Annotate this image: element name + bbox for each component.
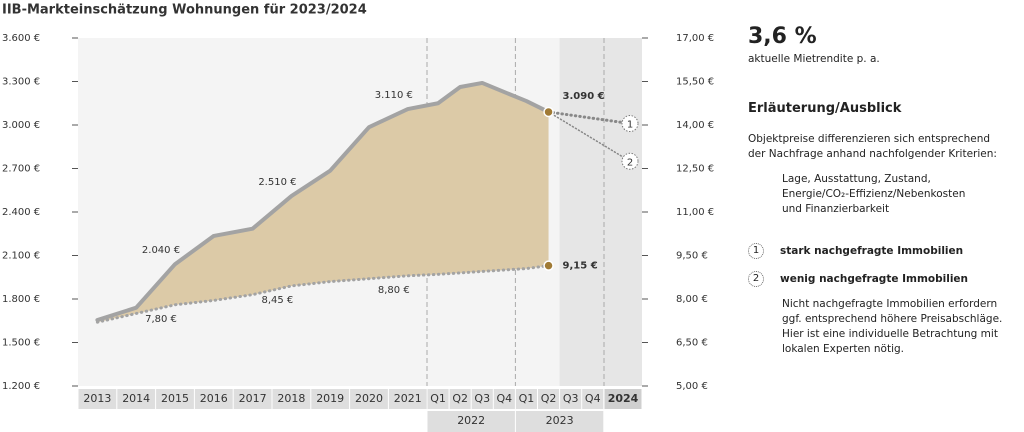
- x-cell: [233, 389, 272, 409]
- x-cell: [582, 389, 604, 409]
- x-cell: [117, 389, 156, 409]
- value-label: 3.090 €: [563, 91, 605, 102]
- forecast-label: 1: [627, 120, 633, 131]
- legend-num: 1: [748, 243, 764, 259]
- x-tick-label: 2014: [122, 392, 150, 405]
- criterion: und Finanzierbarkeit: [782, 203, 890, 215]
- forecast-marker: [621, 115, 639, 133]
- value-label: 7,80 €: [145, 314, 177, 325]
- y2-tick-label: 14,00 €: [676, 120, 714, 131]
- y-tick-label: 3.600 €: [2, 33, 40, 44]
- y-tick-label: 3.000 €: [2, 120, 40, 131]
- x-tick-label: Q3: [474, 392, 490, 405]
- value-label: 3.110 €: [375, 90, 413, 101]
- chart-title: IIB-Markteinschätzung Wohnungen für 2023…: [2, 3, 367, 18]
- x-cell: [515, 389, 537, 409]
- criteria: Lage, Ausstattung, Zustand, Energie/CO₂-…: [748, 172, 1010, 217]
- forecast-marker: [621, 152, 639, 170]
- x-cell: [311, 389, 350, 409]
- x-tick-label: 2016: [200, 392, 228, 405]
- value-label: 8,80 €: [378, 285, 410, 296]
- y-tick-label: 2.400 €: [2, 207, 40, 218]
- y-tick-label: 2.100 €: [2, 251, 40, 262]
- x-cell: [604, 389, 642, 409]
- y2-tick-label: 15,50 €: [676, 77, 714, 88]
- y2-tick-label: 17,00 €: [676, 33, 714, 44]
- y-tick-label: 3.300 €: [2, 77, 40, 88]
- x-tick-label: 2015: [161, 392, 189, 405]
- x-tick-label: 2021: [394, 392, 422, 405]
- x-tick-label: Q4: [585, 392, 601, 405]
- area-fill: [97, 82, 549, 323]
- note: Nicht nachgefragte Immobilien erfordern …: [782, 298, 1003, 355]
- x-tick-label: 2013: [83, 392, 111, 405]
- x-tick-label: Q1: [519, 392, 535, 405]
- x-tick-label: Q2: [541, 392, 557, 405]
- x-cell: [471, 389, 493, 409]
- x-tick-label: Q4: [497, 392, 513, 405]
- intro: Objektpreise differenzieren sich entspre…: [748, 133, 997, 160]
- heading: Erläuterung/Ausblick: [748, 101, 902, 116]
- value-label: 2.040 €: [142, 245, 180, 256]
- x-cell: [560, 389, 582, 409]
- y-tick-label: 1.800 €: [2, 294, 40, 305]
- x-cell: [156, 389, 194, 409]
- legend-text: stark nachgefragte Immobilien: [780, 244, 964, 257]
- series-line: [95, 80, 551, 323]
- forecast-line: [547, 110, 632, 126]
- criterion: Energie/CO₂-Effizienz/Nebenkosten: [782, 188, 966, 200]
- x-tick-label: Q2: [452, 392, 468, 405]
- x-tick-label: 2024: [608, 392, 639, 405]
- forecast-label: 2: [627, 157, 633, 168]
- kpi: 3,6 %: [748, 24, 817, 49]
- x-cell: [449, 389, 471, 409]
- y2-tick-label: 8,00 €: [676, 294, 708, 305]
- info-panel: 3,6 % aktuelle Mietrendite p. a. Erläute…: [748, 22, 1010, 357]
- y-tick-label: 1.200 €: [2, 381, 40, 392]
- x-cell: [194, 389, 233, 409]
- x-group-label: 2022: [457, 414, 485, 427]
- y2-tick-label: 5,00 €: [676, 381, 708, 392]
- x-tick-label: Q1: [430, 392, 446, 405]
- y2-tick-label: 11,00 €: [676, 207, 714, 218]
- point: [543, 260, 554, 271]
- x-cell: [272, 389, 311, 409]
- kpi-label: aktuelle Mietrendite p. a.: [748, 53, 880, 65]
- x-cell: [427, 389, 449, 409]
- legend-text: wenig nachgefragte Immobilien: [780, 272, 969, 285]
- value-label: 2.510 €: [258, 177, 296, 188]
- y2-tick-label: 9,50 €: [676, 251, 708, 262]
- y2-tick-label: 6,50 €: [676, 338, 708, 349]
- x-cell: [350, 389, 388, 409]
- y2-tick-label: 12,50 €: [676, 164, 714, 175]
- legend-num: 2: [748, 271, 764, 287]
- x-cell: [538, 389, 560, 409]
- y-tick-label: 1.500 €: [2, 338, 40, 349]
- x-group: [427, 411, 515, 432]
- forecast-bg: [559, 38, 642, 386]
- x-tick-label: 2019: [316, 392, 344, 405]
- value-label: 8,45 €: [261, 295, 293, 306]
- point: [543, 106, 554, 118]
- y-tick-label: 2.700 €: [2, 164, 40, 175]
- x-cell: [493, 389, 515, 409]
- series-line: [95, 264, 551, 324]
- criterion: Lage, Ausstattung, Zustand,: [782, 173, 931, 185]
- legend-item: 1 stark nachgefragte Immobilien: [748, 243, 1010, 259]
- x-tick-label: Q3: [563, 392, 579, 405]
- x-tick-label: 2020: [355, 392, 383, 405]
- value-label: 9,15 €: [563, 261, 598, 272]
- legend-item: 2 wenig nachgefragte Immobilien: [748, 271, 1010, 287]
- x-cell: [78, 389, 117, 409]
- x-group: [515, 411, 604, 432]
- x-tick-label: 2018: [277, 392, 305, 405]
- chart: IIB-Markteinschätzung Wohnungen für 2023…: [2, 3, 714, 432]
- x-tick-label: 2017: [239, 392, 267, 405]
- x-group-label: 2023: [546, 414, 574, 427]
- x-cell: [388, 389, 427, 409]
